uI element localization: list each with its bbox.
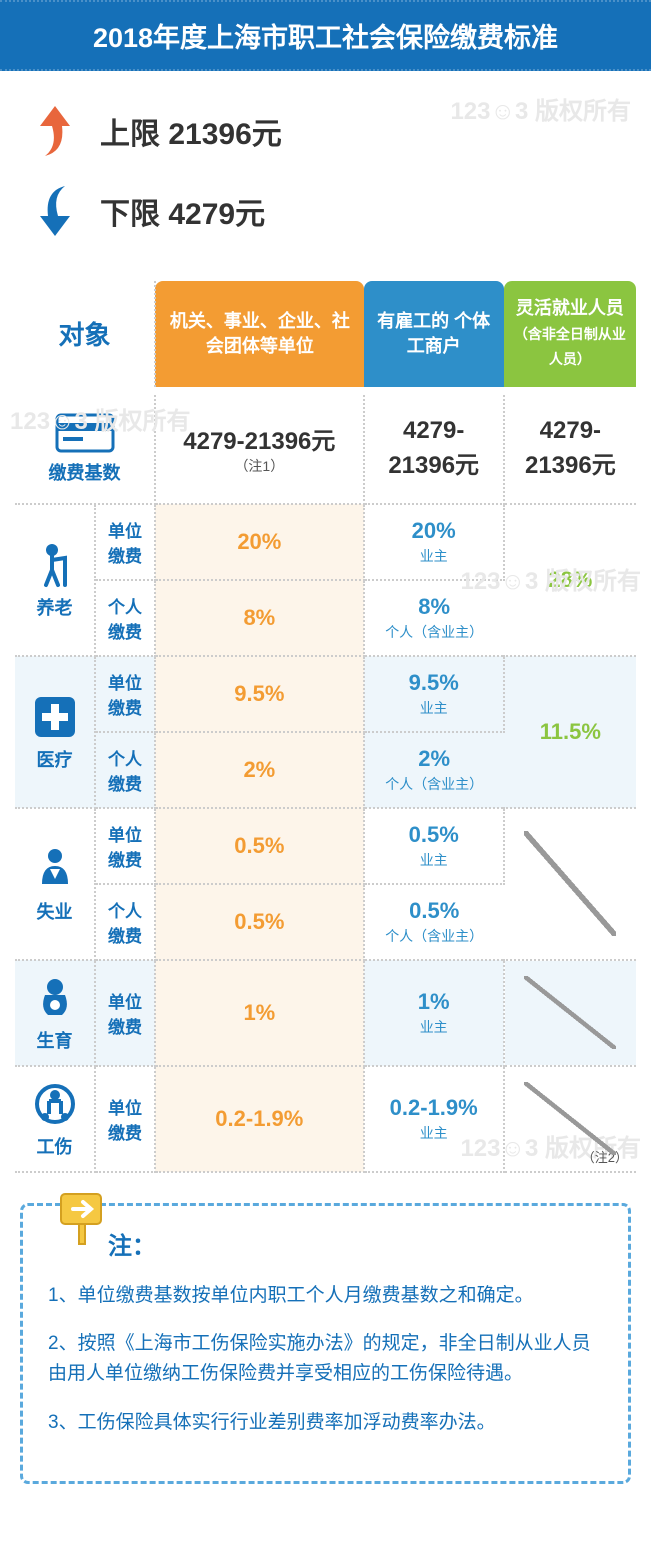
note-3: 3、工伤保险具体实行行业差别费率加浮动费率办法。 [48,1408,603,1438]
medical-unit-c2: 9.5%业主 [364,656,504,732]
page-title: 2018年度上海市职工社会保险缴费标准 [0,0,651,71]
lower-limit-row: 下限 4279元 [30,181,621,241]
base-row: 缴费基数 4279-21396元（注1） 4279-21396元 4279-21… [15,395,636,504]
medical-icon-cell: 医疗 [15,656,95,808]
sign-icon [53,1186,113,1246]
pension-c3: 28% [504,504,636,656]
medical-personal-c1: 2% [155,732,364,808]
unemp-unit-c1: 0.5% [155,808,364,884]
unemployment-icon [30,844,80,894]
injury-unit-c2: 0.2-1.9%业主 [364,1066,504,1172]
maternity-row: 生育 单位缴费 1% 1%业主 [15,960,636,1066]
medical-personal-c2: 2%个人（含业主） [364,732,504,808]
maternity-icon-cell: 生育 [15,960,95,1066]
injury-icon-cell: 工伤 [15,1066,95,1172]
pension-personal-c2: 8%个人（含业主） [364,580,504,656]
base-val-3: 4279-21396元 [504,395,636,504]
note-1: 1、单位缴费基数按单位内职工个人月缴费基数之和确定。 [48,1281,603,1311]
lower-limit-text: 下限 4279元 [100,189,265,233]
unemp-personal-label: 个人缴费 [95,884,155,960]
unemp-unit-c2: 0.5%业主 [364,808,504,884]
unemp-icon-cell: 失业 [15,808,95,960]
pension-unit-label: 单位缴费 [95,504,155,580]
header-col1: 机关、事业、企业、社会团体等单位 [155,281,364,387]
unemp-row-1: 失业 单位缴费 0.5% 0.5%业主 [15,808,636,884]
pension-icon-cell: 养老 [15,504,95,656]
medical-c3: 11.5% [504,656,636,808]
maternity-unit-c2: 1%业主 [364,960,504,1066]
medical-unit-c1: 9.5% [155,656,364,732]
injury-unit-label: 单位缴费 [95,1066,155,1172]
medical-row-1: 医疗 单位缴费 9.5% 9.5%业主 11.5% [15,656,636,732]
header-col2: 有雇工的 个体工商户 [364,281,504,387]
upper-limit-text: 上限 21396元 [100,109,282,153]
unemp-unit-label: 单位缴费 [95,808,155,884]
notes-section: 注： 1、单位缴费基数按单位内职工个人月缴费基数之和确定。 2、按照《上海市工伤… [20,1203,631,1485]
pension-unit-c2: 20%业主 [364,504,504,580]
medical-icon [30,692,80,742]
header-col3: 灵活就业人员（含非全日制从业人员） [504,281,636,387]
maternity-unit-c1: 1% [155,960,364,1066]
maternity-icon [30,973,80,1023]
unemp-c3 [504,808,636,960]
maternity-c3 [504,960,636,1066]
header-row: 对象 机关、事业、企业、社会团体等单位 有雇工的 个体工商户 灵活就业人员（含非… [15,281,636,387]
upper-limit-row: 上限 21396元 [30,101,621,161]
base-val-2: 4279-21396元 [364,395,504,504]
limits-section: 123☺3 版权所有 上限 21396元 下限 4279元 [0,71,651,281]
card-icon [55,413,115,453]
pension-personal-label: 个人缴费 [95,580,155,656]
unemp-personal-c2: 0.5%个人（含业主） [364,884,504,960]
note-2: 2、按照《上海市工伤保险实施办法》的规定，非全日制从业人员由用人单位缴纳工伤保险… [48,1329,603,1390]
arrow-down-icon [30,181,80,241]
rates-table: 123☺3 版权所有 123☺3 版权所有 123☺3 版权所有 对象 机关、事… [0,281,651,1173]
pension-personal-c1: 8% [155,580,364,656]
maternity-unit-label: 单位缴费 [95,960,155,1066]
arrow-up-icon [30,101,80,161]
unemp-personal-c1: 0.5% [155,884,364,960]
notes-title: 注： [108,1226,603,1261]
injury-row: 工伤 单位缴费 0.2-1.9% 0.2-1.9%业主 （注2） [15,1066,636,1172]
injury-icon [30,1079,80,1129]
injury-c3: （注2） [504,1066,636,1172]
base-label: 缴费基数 [23,459,146,485]
pension-row-1: 养老 单位缴费 20% 20%业主 28% [15,504,636,580]
elderly-icon [30,540,80,590]
medical-unit-label: 单位缴费 [95,656,155,732]
base-label-cell: 缴费基数 [15,395,155,504]
medical-personal-label: 个人缴费 [95,732,155,808]
header-label: 对象 [15,281,155,387]
injury-unit-c1: 0.2-1.9% [155,1066,364,1172]
base-val-1: 4279-21396元（注1） [155,395,364,504]
pension-unit-c1: 20% [155,504,364,580]
